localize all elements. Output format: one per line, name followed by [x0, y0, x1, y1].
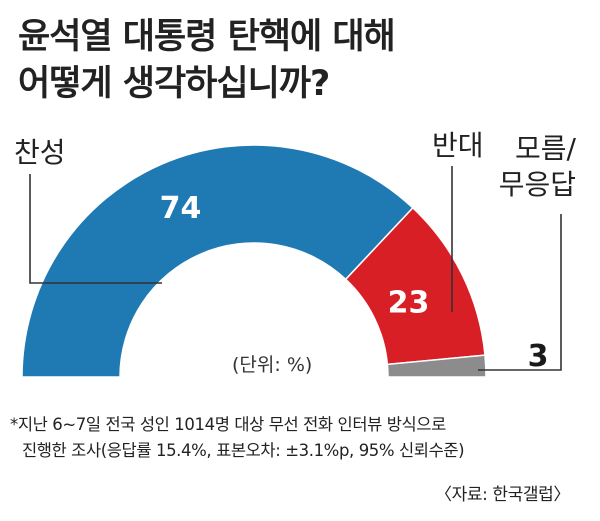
chart-title-line-1: 윤석열 대통령 탄핵에 대해 [18, 17, 396, 57]
leader-line-1 [29, 174, 162, 284]
footnote: *지난 6~7일 전국 성인 1014명 대상 무선 전화 인터뷰 방식으로 진… [10, 412, 465, 464]
value-label-2: 23 [388, 285, 430, 320]
slice-3 [386, 354, 487, 378]
category-label-1-line-1: 찬성 [14, 136, 66, 169]
slice-1 [21, 144, 414, 378]
source-credit: 〈자료: 한국갤럽〉 [435, 485, 570, 505]
footnote-line-1: *지난 6~7일 전국 성인 1014명 대상 무선 전화 인터뷰 방식으로 [10, 415, 446, 434]
value-label-1: 74 [160, 191, 202, 226]
category-label-3-line-1: 모름/ [515, 132, 577, 165]
chart-title: 윤석열 대통령 탄핵에 대해 어떻게 생각하십니까? [18, 14, 396, 108]
category-label-2-line-1: 반대 [432, 129, 484, 162]
leader-line-3 [478, 214, 562, 371]
chart-title-line-2: 어떻게 생각하십니까? [18, 64, 330, 104]
category-label-3-line-2: 무응답 [499, 168, 576, 201]
footnote-line-2: 진행한 조사(응답률 15.4%, 표본오차: ±3.1%p, 95% 신뢰수준… [22, 441, 465, 460]
value-label-3: 3 [528, 339, 549, 374]
unit-label: (단위: %) [232, 354, 313, 376]
